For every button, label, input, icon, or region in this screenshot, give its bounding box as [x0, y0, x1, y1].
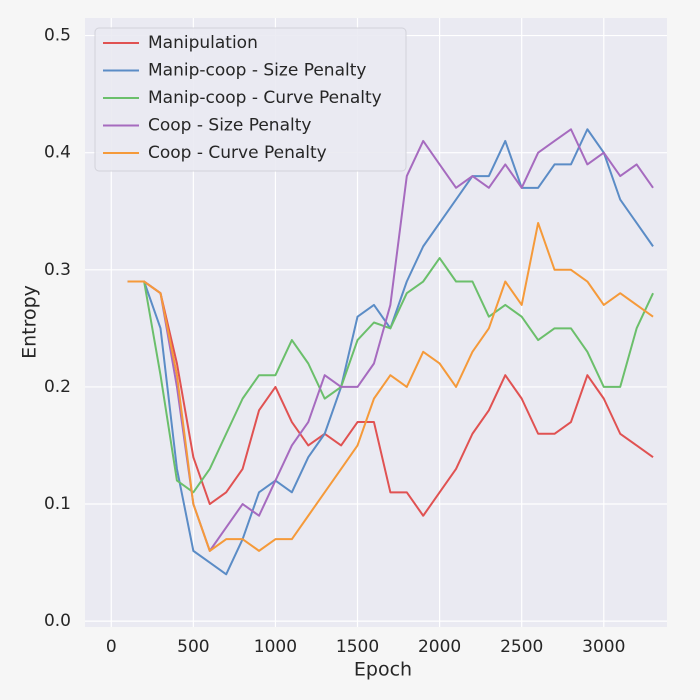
legend-label: Coop - Curve Penalty — [148, 143, 327, 163]
legend-label: Coop - Size Penalty — [148, 116, 311, 136]
x-tick-label: 500 — [177, 637, 209, 657]
legend-label: Manip-coop - Size Penalty — [148, 61, 366, 81]
series-line — [127, 257, 654, 494]
x-tick-label: 1500 — [336, 637, 379, 657]
x-tick-label: 1000 — [254, 637, 297, 657]
legend-label: Manipulation — [148, 33, 258, 53]
legend-label: Manip-coop - Curve Penalty — [148, 88, 382, 108]
y-tick-label: 0.0 — [44, 611, 71, 631]
legend: Manipulation Manip-coop - Size Penalty Man… — [94, 27, 407, 172]
series-line — [127, 280, 654, 517]
legend-box — [94, 27, 407, 172]
y-tick-label: 0.3 — [44, 260, 71, 280]
y-tick-label: 0.2 — [44, 377, 71, 397]
y-tick-label: 0.5 — [44, 26, 71, 46]
x-axis-label: Epoch — [354, 659, 412, 681]
y-tick-label: 0.4 — [44, 143, 71, 163]
series-line — [127, 128, 654, 552]
x-tick-label: 2000 — [418, 637, 461, 657]
series-line — [127, 221, 654, 552]
y-axis-label: Entropy — [19, 285, 41, 359]
x-tick-label: 0 — [106, 637, 117, 657]
x-tick-label: 3000 — [582, 637, 625, 657]
y-tick-label: 0.1 — [44, 494, 71, 514]
x-tick-label: 2500 — [500, 637, 543, 657]
